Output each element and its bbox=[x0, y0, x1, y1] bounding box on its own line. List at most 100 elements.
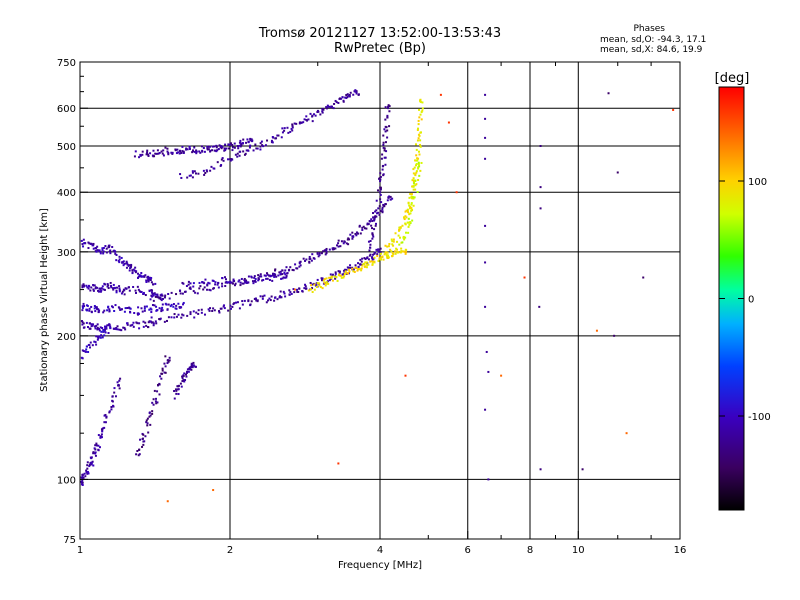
scatter-point bbox=[261, 295, 264, 298]
scatter-point bbox=[163, 296, 166, 299]
scatter-point bbox=[116, 328, 119, 331]
scatter-point bbox=[94, 451, 97, 454]
scatter-point bbox=[337, 242, 340, 245]
scatter-point bbox=[86, 467, 89, 470]
scatter-point bbox=[203, 313, 206, 316]
scatter-point bbox=[339, 274, 342, 277]
scatter-point bbox=[158, 297, 161, 300]
scatter-point bbox=[84, 475, 87, 478]
scatter-point bbox=[379, 186, 382, 189]
scatter-point bbox=[672, 108, 675, 111]
scatter-point bbox=[237, 145, 240, 148]
colorbar-tick-label: -100 bbox=[748, 412, 771, 423]
scatter-point bbox=[281, 277, 284, 280]
scatter-point bbox=[114, 304, 117, 307]
scatter-point bbox=[136, 276, 139, 279]
scatter-point bbox=[368, 220, 371, 223]
scatter-point bbox=[420, 118, 423, 121]
scatter-point bbox=[412, 177, 415, 180]
scatter-point bbox=[283, 127, 286, 130]
scatter-point bbox=[88, 463, 91, 466]
scatter-point bbox=[323, 249, 326, 252]
scatter-point bbox=[247, 281, 250, 284]
scatter-point bbox=[410, 196, 413, 199]
scatter-point bbox=[343, 269, 346, 272]
scatter-point bbox=[176, 148, 179, 151]
scatter-point bbox=[271, 141, 274, 144]
scatter-point bbox=[364, 227, 367, 230]
scatter-point bbox=[195, 152, 198, 155]
scatter-point bbox=[103, 288, 106, 291]
scatter-point bbox=[164, 294, 167, 297]
scatter-point bbox=[298, 287, 301, 290]
scatter-point bbox=[160, 150, 163, 153]
scatter-point bbox=[367, 223, 370, 226]
scatter-point bbox=[237, 147, 240, 150]
scatter-point bbox=[418, 116, 421, 119]
scatter-point bbox=[146, 149, 149, 152]
scatter-point bbox=[92, 243, 95, 246]
scatter-point bbox=[112, 288, 115, 291]
scatter-point bbox=[418, 134, 421, 137]
scatter-point bbox=[231, 149, 234, 152]
scatter-point bbox=[97, 311, 100, 314]
scatter-point bbox=[361, 226, 364, 229]
scatter-point bbox=[316, 109, 319, 112]
scatter-point bbox=[217, 281, 220, 284]
scatter-point bbox=[400, 247, 403, 250]
scatter-point bbox=[211, 145, 214, 148]
scatter-point bbox=[263, 274, 266, 277]
scatter-point bbox=[291, 129, 294, 132]
scatter-point bbox=[371, 232, 374, 235]
scatter-point bbox=[241, 300, 244, 303]
scatter-point bbox=[379, 178, 382, 181]
scatter-point bbox=[272, 274, 275, 277]
scatter-point bbox=[96, 338, 99, 341]
scatter-point bbox=[151, 412, 154, 415]
scatter-point bbox=[325, 281, 328, 284]
scatter-point bbox=[316, 278, 319, 281]
scatter-point bbox=[86, 472, 89, 475]
scatter-point bbox=[96, 245, 99, 248]
scatter-point bbox=[195, 149, 198, 152]
scatter-point bbox=[210, 165, 213, 168]
scatter-point bbox=[155, 152, 158, 155]
scatter-point bbox=[182, 374, 185, 377]
scatter-point bbox=[215, 146, 218, 149]
scatter-point bbox=[160, 308, 163, 311]
x-tick-label: 16 bbox=[674, 545, 687, 556]
scatter-point bbox=[118, 255, 121, 258]
scatter-point bbox=[357, 232, 360, 235]
scatter-point bbox=[185, 371, 188, 374]
scatter-point bbox=[372, 216, 375, 219]
scatter-point bbox=[105, 251, 108, 254]
scatter-point bbox=[402, 250, 405, 253]
scatter-point bbox=[412, 172, 415, 175]
scatter-point bbox=[84, 350, 87, 353]
scatter-point bbox=[355, 234, 358, 237]
scatter-point bbox=[229, 304, 232, 307]
scatter-point bbox=[388, 243, 391, 246]
scatter-point bbox=[99, 290, 102, 293]
scatter-point bbox=[268, 274, 271, 277]
scatter-point bbox=[104, 331, 107, 334]
scatter-point bbox=[206, 283, 209, 286]
x-axis-ticks: 1 2 4 6 8 10 16 bbox=[77, 62, 687, 556]
scatter-point bbox=[93, 307, 96, 310]
scatter-point bbox=[370, 256, 373, 259]
scatter-point bbox=[357, 266, 360, 269]
scatter-point bbox=[122, 260, 125, 263]
scatter-point bbox=[265, 301, 268, 304]
scatter-point bbox=[487, 478, 490, 481]
scatter-point bbox=[273, 299, 276, 302]
scatter-point bbox=[334, 271, 337, 274]
scatter-point bbox=[194, 172, 197, 175]
scatter-point bbox=[387, 254, 390, 257]
scatter-point bbox=[245, 281, 248, 284]
scatter-point bbox=[193, 146, 196, 149]
scatter-point bbox=[191, 171, 194, 174]
scatter-point bbox=[238, 154, 241, 157]
scatter-point bbox=[109, 281, 112, 284]
scatter-point bbox=[218, 310, 221, 313]
scatter-point bbox=[209, 169, 212, 172]
